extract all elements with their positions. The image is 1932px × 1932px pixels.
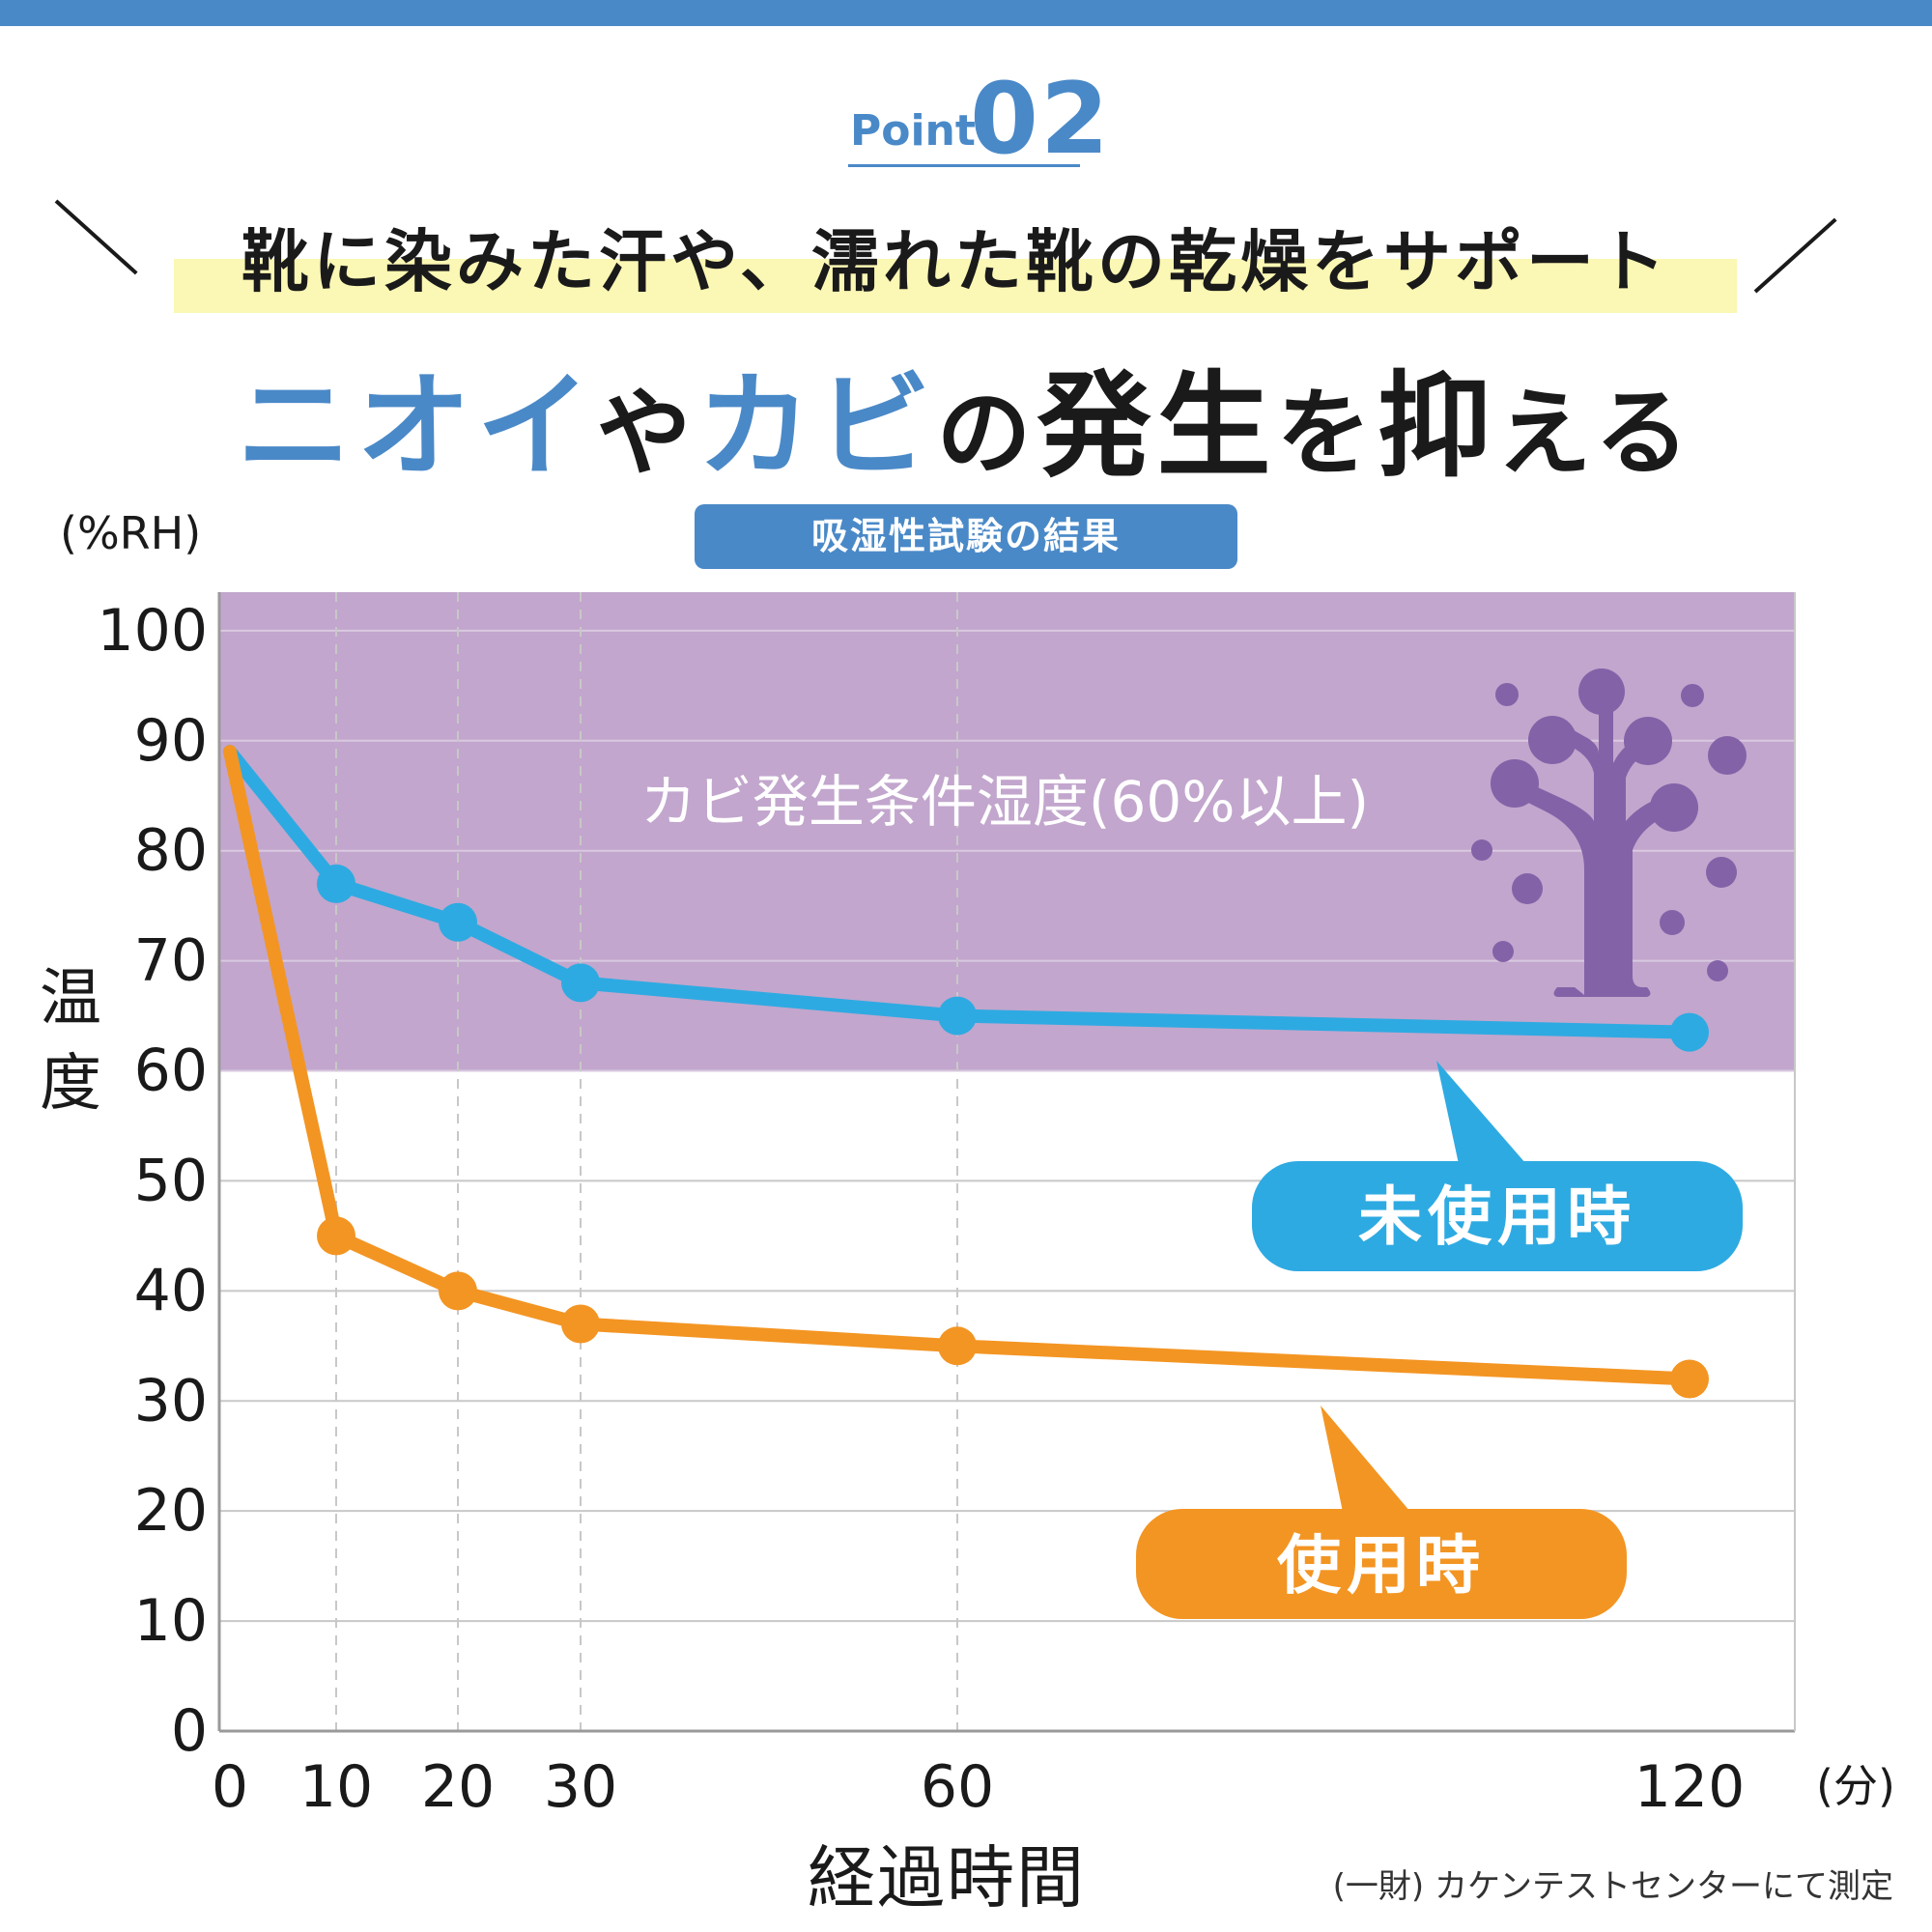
x-tick-label: 30 — [544, 1753, 617, 1821]
measurement-credit: (一財) カケンテストセンターにて測定 — [1332, 1867, 1893, 1906]
x-tick-label: 0 — [212, 1753, 248, 1821]
mold-spore-10 — [1660, 910, 1685, 935]
x-tick-label: 10 — [299, 1753, 373, 1821]
y-tick-label: 100 — [97, 597, 208, 665]
series-0-point-120 — [1670, 1012, 1709, 1052]
series-1-point-60 — [938, 1326, 977, 1366]
y-tick-label: 70 — [134, 927, 208, 995]
mold-tree-icon — [1471, 668, 1747, 997]
headline-no: の — [936, 379, 1037, 489]
x-tick-label: 60 — [921, 1753, 994, 1821]
mold-spore-7 — [1708, 736, 1747, 775]
headline-eru: える — [1496, 379, 1695, 489]
y-tick-label: 40 — [134, 1257, 208, 1324]
mold-tree-trunk — [1507, 696, 1681, 997]
series-1-point-120 — [1670, 1359, 1709, 1399]
legend-unused: 未使用時 — [1358, 1179, 1636, 1254]
used-callout-bubble — [1136, 1509, 1627, 1619]
series-1-point-10 — [317, 1216, 355, 1256]
headline-odor: ニオイ — [237, 359, 597, 493]
y-axis-unit: (%RH) — [60, 507, 202, 559]
used-callout-pointer — [1321, 1406, 1410, 1512]
y-tick-label: 20 — [134, 1477, 208, 1545]
series-line-1 — [223, 745, 1696, 1386]
unused-callout-pointer — [1436, 1061, 1526, 1164]
series-0-point-10 — [317, 864, 355, 903]
test-result-badge: 吸湿性試験の結果 — [695, 504, 1237, 569]
x-axis-title: 経過時間 — [808, 1838, 1086, 1918]
y-tick-label: 60 — [134, 1037, 208, 1105]
mold-risk-zone — [219, 592, 1795, 1071]
mold-spore-3 — [1491, 759, 1539, 808]
subtitle: 靴に染みた汗や、濡れた靴の乾燥をサポート — [242, 222, 1669, 301]
headline-mold: カビ — [696, 359, 937, 493]
mold-spore-4 — [1650, 783, 1698, 832]
headline-ya: や — [596, 379, 697, 489]
headline-wo: を — [1276, 379, 1378, 489]
headline: ニオイやカビの発生を抑える — [0, 333, 1932, 498]
y-tick-label: 0 — [171, 1697, 208, 1765]
unused-callout-bubble — [1252, 1161, 1743, 1271]
mold-spore-6 — [1681, 684, 1704, 707]
series-0-point-20 — [439, 902, 477, 942]
mold-spore-9 — [1512, 873, 1543, 904]
headline-occurrence: 発生 — [1037, 359, 1277, 493]
y-axis-title: 温度 — [40, 963, 101, 1120]
point-badge: Point 02 — [848, 62, 1109, 177]
series-0-point-30 — [561, 963, 600, 1003]
mold-spore-13 — [1707, 960, 1728, 981]
mold-spore-12 — [1492, 941, 1514, 962]
mold-spore-8 — [1471, 839, 1492, 861]
mold-spore-2 — [1624, 717, 1672, 765]
series-line-0 — [223, 745, 1696, 1039]
subtitle-highlight — [174, 259, 1737, 313]
y-tick-label: 10 — [134, 1587, 208, 1655]
point-word: Point — [850, 106, 976, 156]
y-tick-label: 50 — [134, 1147, 208, 1214]
x-axis-unit: (分) — [1816, 1760, 1895, 1812]
mold-zone-label: カビ発生条件湿度(60%以上) — [640, 769, 1369, 835]
series-1-point-20 — [439, 1271, 477, 1311]
x-tick-label: 120 — [1634, 1753, 1746, 1821]
mold-spore-1 — [1528, 716, 1577, 764]
top-accent-bar — [0, 0, 1932, 26]
mold-spore-11 — [1706, 857, 1737, 888]
series-0-point-60 — [938, 996, 977, 1036]
series-1-point-30 — [561, 1304, 600, 1344]
point-number: 02 — [970, 62, 1111, 177]
mold-spore-5 — [1495, 683, 1519, 706]
y-tick-label: 80 — [134, 817, 208, 885]
legend-used: 使用時 — [1277, 1528, 1486, 1603]
mold-spore-0 — [1578, 668, 1625, 715]
y-tick-label: 30 — [134, 1367, 208, 1435]
x-tick-label: 20 — [421, 1753, 495, 1821]
headline-suppress: 抑 — [1377, 359, 1497, 493]
y-tick-label: 90 — [134, 707, 208, 775]
